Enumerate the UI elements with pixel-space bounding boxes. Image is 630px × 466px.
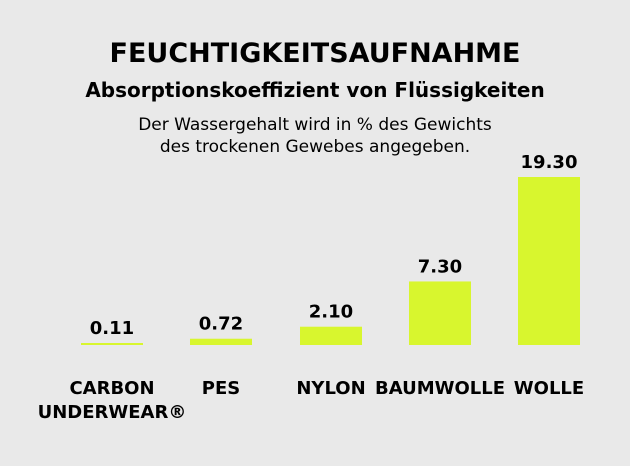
category-label-3: BAUMWOLLE: [375, 378, 505, 399]
bar-4: [518, 177, 580, 345]
category-label-2: NYLON: [296, 378, 365, 399]
bar-3: [409, 281, 471, 345]
bar-2: [300, 326, 362, 345]
bar-value-label-0: 0.11: [90, 318, 134, 339]
bar-value-label-4: 19.30: [521, 152, 578, 173]
category-label-4: WOLLE: [514, 378, 584, 399]
category-label-1: PES: [202, 378, 240, 399]
bar-value-label-2: 2.10: [309, 302, 353, 323]
chart-note-line-1: Der Wassergehalt wird in % des Gewichts: [138, 115, 492, 135]
chart-title: FEUCHTIGKEITSAUFNAHME: [110, 38, 521, 69]
bar-0: [81, 343, 143, 345]
category-label-0: CARBON: [69, 378, 154, 399]
category-label-0-line-2: UNDERWEAR®: [38, 402, 187, 423]
bar-value-label-1: 0.72: [199, 314, 243, 335]
bar-1: [190, 338, 252, 345]
chart-note-line-2: des trockenen Gewebes angegeben.: [160, 137, 470, 157]
bar-group: 0.11 CARBON UNDERWEAR® 0.72 PES 2.10 NYLON 7.30…: [38, 152, 585, 423]
bar-value-label-3: 7.30: [418, 256, 462, 277]
chart-subtitle: Absorptionskoeffizient von Flüssigkeiten: [85, 78, 544, 102]
